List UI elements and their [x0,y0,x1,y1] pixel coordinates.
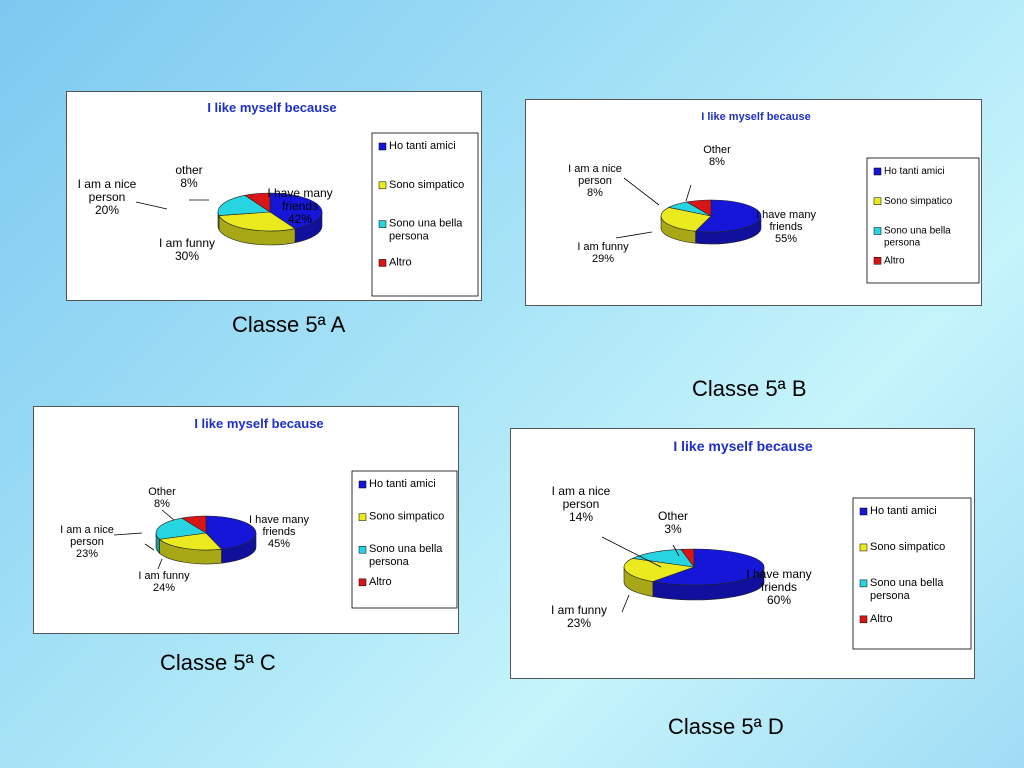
legend-item-sono-simpatico: Sono simpatico [369,511,444,523]
pie-slice-other [244,192,271,213]
chart-legend: Ho tanti amici Sono simpatico Sono una bel… [866,157,980,284]
pie-slice-other [686,199,712,217]
legend-swatch-ho-tanti-amici [873,167,882,176]
legend-item-altro: Altro [884,255,905,266]
leader-line-nice [113,532,143,536]
data-label-other: Other 3% [658,509,688,536]
legend-item-ho-tanti-amici: Ho tanti amici [884,166,945,177]
legend-item-altro: Altro [389,256,412,268]
data-label-other: other 8% [175,163,202,190]
legend-swatch-altro [873,257,882,265]
caption-classe-a: Classe 5ª A [232,312,346,337]
legend-item-ho-tanti-amici: Ho tanti amici [389,140,456,152]
pie-slice-nice [217,195,271,216]
chart-legend: Ho tanti amici Sono simpatico Sono una bel… [371,132,479,297]
pie-slice-friends [651,548,765,586]
legend-swatch-sono-simpatico [358,513,367,521]
legend-swatch-sono-simpatico [378,181,387,190]
legend-swatch-sono-una-bella-persona [873,227,882,235]
legend-swatch-sono-una-bella-persona [859,579,868,588]
data-label-funny: I am funny 24% [138,570,190,594]
leader-line-funny [621,594,630,613]
leader-line-other [161,509,175,521]
legend-item-sono-simpatico: Sono simpatico [884,196,953,207]
chart-title: I like myself because [194,416,323,431]
data-label-nice: I am a nice person 20% [78,177,137,217]
data-label-friends: I have many friends 45% [249,514,309,550]
leader-line-friends [144,543,155,551]
pie-chart-b: I like myself because I have many friends 5… [568,111,980,284]
data-label-friends: I have many friends 55% [756,209,816,245]
pie-slice-nice [155,517,207,540]
chart-legend: Ho tanti amici Sono simpatico Sono una bel… [351,470,458,609]
chart-panel-d: I like myself because I have many friends 6… [510,428,975,679]
data-label-friends: I have many friends 60% [746,567,811,607]
legend-item-altro: Altro [870,613,893,625]
chart-panel-b: I like myself because I have many friends 5… [525,99,982,306]
chart-panel-c: I like myself because I have many friends 4… [33,406,459,634]
caption-classe-c: Classe 5ª C [160,650,276,675]
leader-line-funny [157,558,163,570]
pie-slice-nice [631,549,695,568]
data-label-other: Other 8% [703,144,731,168]
legend-item-sono-simpatico: Sono simpatico [870,541,945,553]
chart-title: I like myself because [207,100,336,115]
data-label-nice: I am a nice person 23% [60,524,114,560]
legend-swatch-ho-tanti-amici [378,142,387,151]
legend-item-altro: Altro [369,576,392,588]
chart-title: I like myself because [673,438,813,454]
caption-classe-b: Classe 5ª B [692,376,807,401]
leader-line-nice [135,201,168,210]
data-label-funny: I am funny 30% [159,236,215,263]
legend-item-ho-tanti-amici: Ho tanti amici [369,478,436,490]
pie-slice-funny [660,207,712,232]
data-label-funny: I am funny 23% [551,603,607,630]
pie-chart-d: I like myself because I have many friends 6… [551,438,972,650]
leader-line-nice [601,536,662,568]
data-label-nice: I am a nice person 14% [552,484,611,524]
pie-slice-friends [205,515,257,550]
legend-item-sono-una-bella-persona: Sono una bella persona [870,577,944,602]
legend-item-ho-tanti-amici: Ho tanti amici [870,505,937,517]
leader-line-nice [623,177,660,206]
pie-slice-friends [269,192,323,229]
data-label-funny: I am funny 29% [577,241,629,265]
chart-panel-a: I like myself because I have many friends 4… [66,91,482,301]
pie-slice-other [680,548,695,568]
pie-slice-funny [623,558,695,582]
legend-swatch-altro [378,259,387,267]
legend-swatch-sono-simpatico [859,543,868,552]
legend-swatch-sono-una-bella-persona [378,220,387,228]
chart-title: I like myself because [701,111,810,123]
legend-item-sono-una-bella-persona: Sono una bella persona [369,543,443,568]
legend-swatch-altro [358,578,367,587]
pie-chart-c: I like myself because I have many friends 4… [60,416,458,609]
legend-item-sono-una-bella-persona: Sono una bella persona [884,226,951,249]
data-label-other: Other 8% [148,486,176,510]
pie-chart-a: I like myself because I have many friends 4… [78,100,479,297]
legend-swatch-ho-tanti-amici [859,507,868,516]
data-label-nice: I am a nice person 8% [568,163,622,199]
legend-swatch-sono-una-bella-persona [358,545,367,554]
pie-slice-friends [694,199,762,233]
legend-item-sono-una-bella-persona: Sono una bella persona [389,218,463,243]
leader-line-funny [615,231,653,239]
data-label-friends: I have many friends 42% [267,186,332,226]
legend-swatch-ho-tanti-amici [358,480,367,489]
pie-slice-other [181,515,207,534]
leader-line-other [685,184,692,202]
pie-slice-funny [218,211,296,232]
leader-line-other [672,544,680,557]
legend-swatch-sono-simpatico [873,197,882,206]
caption-classe-d: Classe 5ª D [668,714,784,739]
legend-swatch-altro [859,615,868,624]
legend-item-sono-simpatico: Sono simpatico [389,179,464,191]
chart-legend: Ho tanti amici Sono simpatico Sono una bel… [852,497,972,650]
